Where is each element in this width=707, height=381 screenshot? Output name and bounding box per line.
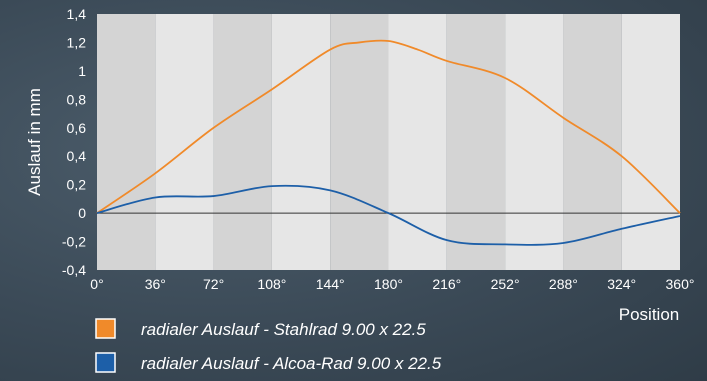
- y-axis-label: Auslauf in mm: [25, 88, 44, 196]
- y-tick-label: -0,2: [62, 234, 86, 250]
- x-tick-label: 0°: [90, 276, 103, 292]
- legend-swatch: [95, 318, 116, 339]
- legend-swatch: [95, 352, 116, 373]
- plot-band: [505, 14, 564, 270]
- legend-label: radialer Auslauf - Stahlrad 9.00 x 22.5: [141, 320, 426, 339]
- x-tick-label: 216°: [432, 276, 461, 292]
- x-axis-ticks: 0° 36° 72° 108° 144° 180° 216° 252° 288° 324° 360°: [90, 276, 694, 292]
- x-axis-label: Position: [619, 305, 679, 324]
- y-axis-ticks: -0,4 -0,2 0 0,2 0,4 0,6 0,8 1 1,2 1,4: [62, 6, 86, 278]
- y-tick-label: 0: [78, 205, 86, 221]
- x-tick-label: 324°: [607, 276, 636, 292]
- y-tick-label: 0,8: [67, 91, 87, 107]
- plot-band: [271, 14, 331, 270]
- plot-band: [97, 14, 156, 270]
- y-tick-label: 0,6: [67, 120, 87, 136]
- x-tick-label: 288°: [549, 276, 578, 292]
- plot-band: [388, 14, 447, 270]
- y-tick-label: 1,2: [67, 34, 87, 50]
- legend-label: radialer Auslauf - Alcoa-Rad 9.00 x 22.5: [141, 354, 442, 373]
- y-tick-label: 0,4: [67, 148, 87, 164]
- plot-band: [155, 14, 214, 270]
- plot-band: [213, 14, 272, 270]
- x-tick-label: 180°: [374, 276, 403, 292]
- x-tick-label: 72°: [203, 276, 224, 292]
- x-tick-label: 36°: [145, 276, 166, 292]
- plot-area-bands: [97, 14, 680, 270]
- x-tick-label: 252°: [491, 276, 520, 292]
- x-tick-label: 108°: [257, 276, 286, 292]
- series-layer: [96, 39, 681, 246]
- series-line-1: [96, 184, 681, 246]
- legend: radialer Auslauf - Stahlrad 9.00 x 22.5 r…: [95, 318, 442, 373]
- y-tick-label: 0,2: [67, 177, 87, 193]
- y-tick-label: -0,4: [62, 262, 86, 278]
- x-tick-label: 144°: [316, 276, 345, 292]
- plot-band: [446, 14, 506, 270]
- plot-band: [621, 14, 680, 270]
- y-tick-label: 1: [78, 63, 86, 79]
- x-tick-label: 360°: [666, 276, 695, 292]
- y-tick-label: 1,4: [67, 6, 87, 22]
- series-line-0: [96, 39, 681, 214]
- plot-band: [330, 14, 389, 270]
- plot-band: [563, 14, 622, 270]
